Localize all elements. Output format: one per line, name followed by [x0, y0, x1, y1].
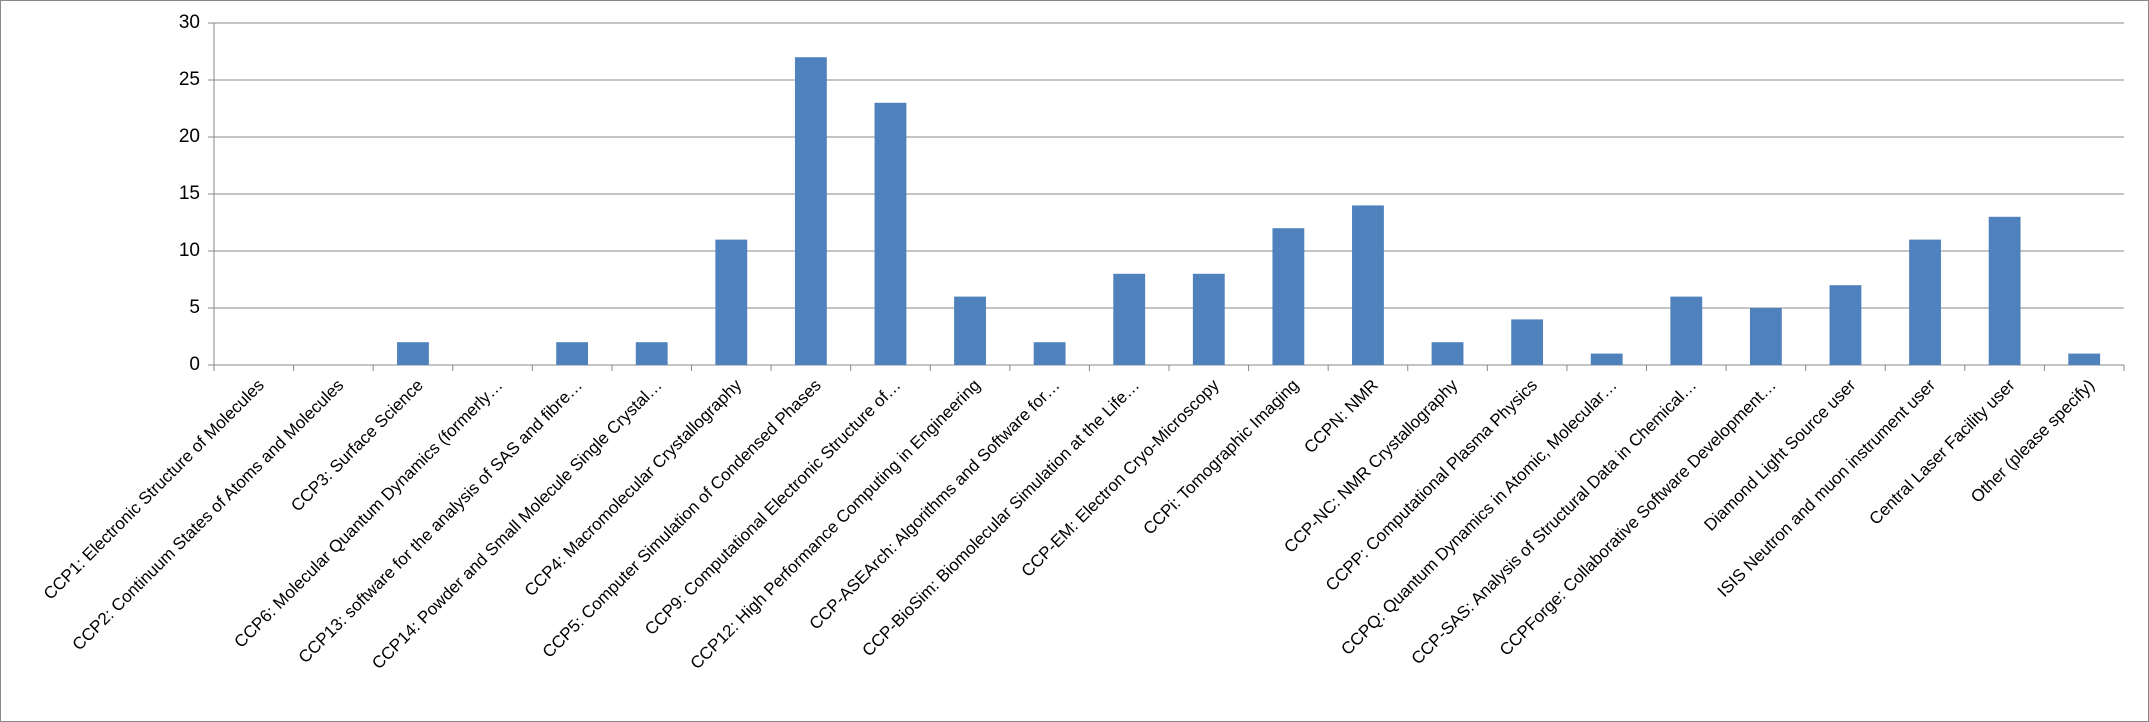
- y-tick-label: 5: [189, 297, 200, 318]
- bar: [715, 239, 748, 365]
- bar: [1431, 342, 1464, 365]
- bar: [635, 342, 668, 365]
- bar: [397, 342, 429, 365]
- y-tick-label: 0: [189, 354, 200, 375]
- bar: [954, 296, 986, 365]
- y-tick-label: 10: [179, 240, 200, 261]
- bar: [1829, 285, 1862, 365]
- bar: [1511, 319, 1544, 365]
- bar: [1033, 342, 1066, 365]
- y-tick-label: 15: [179, 183, 200, 204]
- bar: [1749, 308, 1782, 365]
- bar: [1192, 273, 1225, 365]
- bar: [1113, 273, 1146, 365]
- bar: [794, 57, 827, 365]
- bar: [1352, 205, 1384, 365]
- bar: [1670, 296, 1703, 365]
- bar: [1272, 228, 1305, 365]
- y-tick-label: 30: [179, 12, 200, 33]
- bar: [1909, 239, 1941, 365]
- bar: [556, 342, 589, 365]
- y-tick-label: 20: [179, 126, 200, 147]
- bar: [2068, 353, 2101, 365]
- bar: [1590, 353, 1623, 365]
- y-tick-label: 25: [179, 69, 200, 90]
- bar: [1988, 216, 2021, 365]
- bar: [874, 102, 907, 366]
